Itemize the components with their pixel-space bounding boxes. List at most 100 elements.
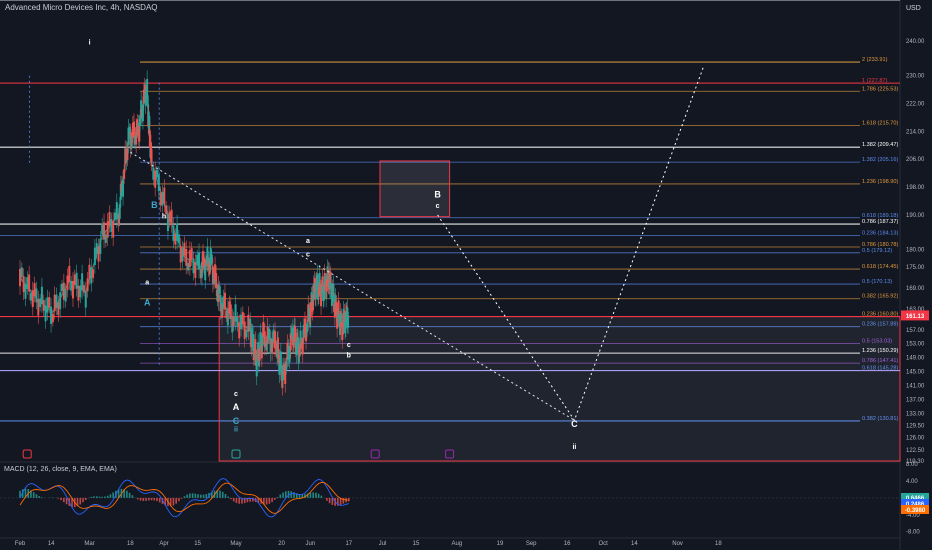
macd-histogram-bar [112,492,114,498]
fib-level-label: 1.236 (198.90) [862,179,899,185]
time-axis-tick: Sep [526,541,537,547]
candle-body [24,284,27,299]
macd-histogram-bar [276,497,279,498]
candle-body [283,363,286,375]
candle-body [185,249,188,266]
macd-histogram-bar [19,490,21,498]
candle-body [26,277,29,289]
candle-body [223,292,226,310]
support-zone [218,316,901,462]
macd-histogram-bar [90,496,93,498]
macd-histogram-bar [232,497,235,502]
macd-histogram-bar [60,497,62,501]
candle-body [327,269,330,287]
candle-body [282,365,285,381]
macd-histogram-bar [298,494,301,498]
candle-body [97,246,100,262]
macd-histogram-bar [208,492,210,498]
macd-histogram-bar [98,496,101,498]
price-axis-tick: 145.00 [906,370,925,376]
macd-histogram-bar [175,497,177,504]
candle-body [139,114,142,126]
wave-label: i [89,39,91,46]
candle-body [138,126,141,142]
candle-body [307,304,310,322]
fib-level-label: 0.786 (147.41) [862,358,899,364]
trend-line [130,151,575,421]
candle-body [194,262,197,278]
macd-indicator-title[interactable]: MACD (12, 26, close, 9, EMA, EMA) [4,466,117,473]
macd-value-tag [901,493,929,502]
candle-body [268,328,271,339]
time-axis-tick: 17 [345,541,352,547]
candle-body [210,254,213,264]
last-price-value: 161.13 [906,314,925,320]
candle-body [148,130,151,148]
candle-body [127,127,130,145]
candle-body [288,349,291,363]
candle-body [222,296,225,310]
candle-body [295,337,298,356]
candle-body [271,339,274,354]
candle-body [221,304,224,319]
macd-histogram-bar [312,492,314,498]
event-marker-icon [445,449,455,459]
candle-body [106,221,109,238]
candle-body [286,342,289,360]
macd-histogram-bar [284,491,287,498]
candle-body [190,248,193,261]
candle-body [37,299,40,316]
candle-body [112,220,115,238]
fib-level-label: 1.118 (251.75) [862,0,898,1]
macd-histogram-bar [328,497,331,504]
time-axis-tick: Mar [84,541,94,547]
candle-body [303,318,306,333]
macd-histogram-bar [63,497,65,503]
fib-level-label: 0.236 (157.89) [862,322,899,328]
candle-body [104,234,107,243]
candle-body [322,288,325,301]
candle-body [163,187,166,204]
candle-body [70,280,73,291]
candle-body [309,302,312,318]
projection-path [437,65,705,422]
candle-body [148,116,151,126]
candle-body [252,333,255,352]
candle-body [208,260,211,275]
time-axis-tick: 20 [278,541,285,547]
candle-body [330,290,333,306]
candle-body [254,339,257,355]
candle-body [334,295,337,309]
wave-label: h [162,213,166,220]
macd-axis-tick: 4.00 [906,479,918,485]
candle-body [101,223,104,235]
candle-body [179,246,182,263]
macd-histogram-bar [139,497,142,501]
macd-histogram-bar [172,497,175,506]
candle-body [132,121,135,139]
candle-body [318,272,321,289]
macd-axis-tick: -4.00 [906,513,920,519]
candle-body [66,275,69,291]
macd-histogram-bar [128,492,131,498]
macd-histogram-bar [301,494,304,498]
candle-body [211,266,214,284]
price-axis-tick: 149.00 [906,356,925,362]
macd-histogram-bar [306,493,309,498]
time-axis-tick: 19 [497,541,504,547]
time-axis-tick: 16 [564,541,571,547]
candle-body [126,148,129,161]
macd-histogram-bar [131,495,134,498]
candle-body [333,301,336,318]
fib-level-label: 0.5 (153.03) [862,339,892,345]
candle-body [340,313,343,323]
fib-level-label: 0.618 (174.45) [862,264,899,270]
price-axis-tick: 153.00 [906,342,925,348]
currency-label[interactable]: USD [906,5,921,12]
fib-level-label: 0.382 (130.81) [862,416,899,422]
macd-value-tag [901,505,929,514]
candle-body [146,79,149,97]
macd-histogram-bar [32,492,35,498]
candle-body [285,361,288,371]
